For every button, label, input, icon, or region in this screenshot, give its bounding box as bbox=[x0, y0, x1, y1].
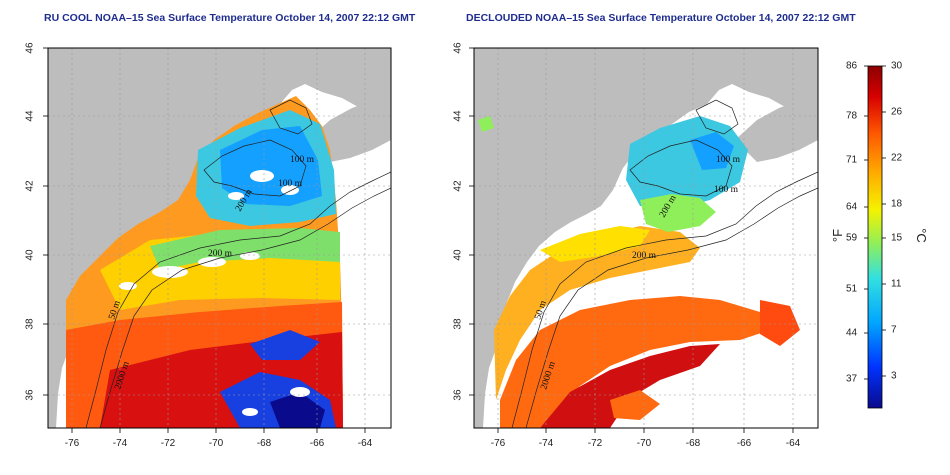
x-tick-label: -70 bbox=[208, 438, 224, 449]
x-tick-label: -76 bbox=[490, 438, 506, 449]
celsius-tick: 22 bbox=[891, 152, 903, 164]
celsius-tick: 11 bbox=[891, 278, 902, 290]
contour-label: 100 m bbox=[716, 155, 741, 165]
fahrenheit-tick: 51 bbox=[846, 283, 858, 295]
celsius-unit-label: °C bbox=[913, 228, 929, 243]
x-tick-label: -68 bbox=[685, 438, 701, 449]
right-panel-title: DECLOUDED NOAA–15 Sea Surface Temperatur… bbox=[466, 12, 856, 24]
y-tick-label: 44 bbox=[24, 110, 36, 122]
x-tick-label: -70 bbox=[636, 438, 652, 449]
grid-right bbox=[474, 48, 818, 428]
nova-scotia-right bbox=[735, 96, 818, 162]
y-tick-label: 40 bbox=[24, 249, 36, 261]
x-tick-label: -64 bbox=[785, 438, 801, 449]
celsius-tick: 15 bbox=[891, 232, 903, 244]
x-tick-label: -64 bbox=[357, 438, 373, 449]
celsius-tick: 3 bbox=[891, 370, 897, 382]
nova-scotia-left bbox=[308, 96, 391, 162]
colorbar bbox=[867, 65, 883, 409]
y-tick-label: 36 bbox=[452, 389, 464, 401]
bathymetry-left bbox=[85, 99, 391, 428]
left-map-frame bbox=[47, 47, 392, 429]
land-mass-right bbox=[474, 48, 818, 428]
x-tick-label: -74 bbox=[538, 438, 554, 449]
fahrenheit-tick: 59 bbox=[846, 232, 858, 244]
land-mass-left bbox=[48, 48, 391, 428]
right-map-frame bbox=[473, 47, 819, 429]
fahrenheit-tick: 71 bbox=[846, 154, 858, 166]
y-tick-label: 46 bbox=[24, 42, 36, 54]
y-tick-label: 38 bbox=[452, 318, 464, 330]
cloud-patches-left bbox=[119, 170, 310, 416]
contour-label: 100 m bbox=[278, 179, 303, 189]
y-tick-label: 46 bbox=[452, 42, 464, 54]
y-tick-label: 38 bbox=[24, 318, 36, 330]
x-tick-label: -74 bbox=[112, 438, 128, 449]
fahrenheit-tick: 78 bbox=[846, 110, 858, 122]
fahrenheit-unit-label: °F bbox=[830, 228, 846, 243]
left-map bbox=[48, 48, 391, 428]
contour-label: 200 m bbox=[208, 249, 233, 259]
grid-left bbox=[48, 48, 391, 428]
tick-marks bbox=[43, 47, 794, 433]
right-map bbox=[474, 48, 818, 428]
fahrenheit-tick: 37 bbox=[846, 373, 858, 385]
x-tick-label: -68 bbox=[256, 438, 272, 449]
x-tick-label: -72 bbox=[587, 438, 603, 449]
fahrenheit-tick: 44 bbox=[846, 327, 858, 339]
bathymetry-right bbox=[511, 99, 818, 428]
left-panel-title: RU COOL NOAA–15 Sea Surface Temperature … bbox=[44, 12, 416, 24]
contour-label: 100 m bbox=[290, 155, 315, 165]
x-tick-label: -66 bbox=[309, 438, 325, 449]
celsius-tick: 18 bbox=[891, 198, 903, 210]
x-tick-label: -76 bbox=[64, 438, 80, 449]
y-tick-label: 44 bbox=[452, 110, 464, 122]
celsius-tick: 7 bbox=[891, 324, 897, 336]
contour-label: 100 m bbox=[714, 185, 739, 195]
y-tick-label: 42 bbox=[452, 180, 464, 192]
x-tick-label: -72 bbox=[160, 438, 176, 449]
colorbar-ticks bbox=[864, 65, 886, 380]
y-tick-label: 42 bbox=[24, 180, 36, 192]
fahrenheit-tick: 86 bbox=[846, 60, 858, 72]
fahrenheit-tick: 64 bbox=[846, 201, 858, 213]
contour-label: 200 m bbox=[632, 251, 657, 261]
y-tick-label: 36 bbox=[24, 389, 36, 401]
celsius-tick: 30 bbox=[891, 60, 903, 72]
celsius-tick: 26 bbox=[891, 106, 903, 118]
x-tick-label: -66 bbox=[736, 438, 752, 449]
y-tick-label: 40 bbox=[452, 249, 464, 261]
